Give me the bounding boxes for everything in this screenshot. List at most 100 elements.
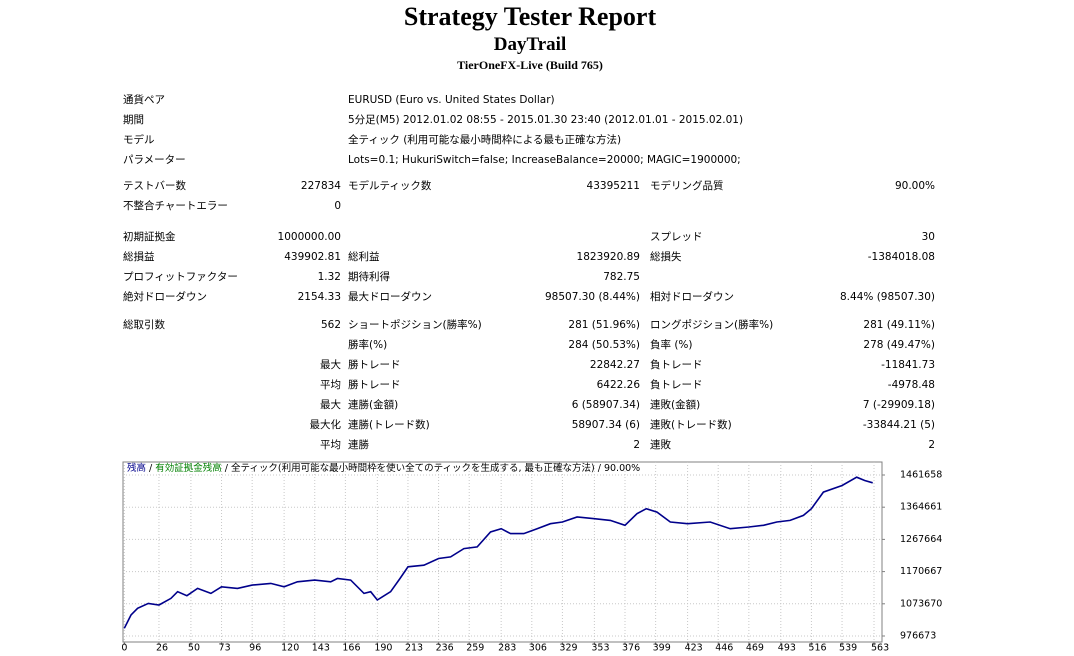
stat-label: 初期証拠金: [123, 231, 176, 243]
info-value: Lots=0.1; HukuriSwitch=false; IncreaseBa…: [348, 154, 741, 166]
stat-label: 総取引数: [123, 319, 165, 331]
stat-label: 負トレード: [650, 379, 703, 391]
stat-value: 284 (50.53%): [568, 339, 640, 351]
stat-label: ロングポジション(勝率%): [650, 319, 774, 331]
x-tick-label: 353: [591, 643, 609, 654]
y-tick-label: 1267664: [900, 534, 942, 545]
stat-value: 2: [928, 439, 935, 451]
stat-label: 絶対ドローダウン: [123, 291, 207, 303]
stat-value: 22842.27: [589, 359, 640, 371]
info-value: 5分足(M5) 2012.01.02 08:55 - 2015.01.30 23…: [348, 114, 744, 126]
x-tick-label: 423: [685, 643, 703, 654]
stat-label: 相対ドローダウン: [650, 291, 734, 303]
x-tick-label: 190: [374, 643, 392, 654]
x-tick-label: 329: [559, 643, 577, 654]
stat-value: 58907.34 (6): [571, 419, 640, 431]
legend-entry: 全ティック(利用可能な最小時間枠を使い全てのティックを生成する, 最も正確な方法…: [231, 462, 595, 474]
stat-label: 最大ドローダウン: [348, 291, 432, 303]
y-tick-label: 1073670: [900, 598, 942, 609]
x-tick-label: 446: [715, 643, 733, 654]
info-value: 全ティック (利用可能な最小時間枠による最も正確な方法): [348, 134, 622, 146]
stat-label: 総損失: [650, 251, 682, 263]
stat-value: 7 (-29909.18): [862, 399, 935, 411]
stat-value: 2: [633, 439, 640, 451]
stat-value: 平均: [320, 439, 341, 451]
stat-value: 562: [320, 319, 341, 331]
stat-value: 98507.30 (8.44%): [545, 291, 640, 303]
stat-value: 90.00%: [894, 180, 935, 192]
stat-label: 勝トレード: [348, 359, 401, 371]
stat-label: 連敗(トレード数): [650, 419, 732, 431]
stat-value: 281 (49.11%): [863, 319, 935, 331]
info-label: モデル: [123, 134, 155, 146]
x-tick-label: 259: [466, 643, 484, 654]
stat-label: 連敗(金額): [650, 399, 701, 411]
legend-entry: 90.00%: [604, 463, 640, 474]
stat-label: 期待利得: [348, 271, 390, 283]
legend-separator: /: [225, 463, 229, 474]
stat-label: ショートポジション(勝率%): [348, 319, 482, 331]
expert-name: DayTrail: [493, 34, 567, 55]
x-tick-label: 376: [622, 643, 640, 654]
stat-label: 負率 (%): [650, 339, 693, 351]
stat-value: -1384018.08: [867, 251, 935, 263]
stat-value: 278 (49.47%): [863, 339, 935, 351]
y-tick-label: 1364661: [900, 502, 942, 513]
stat-value: 6 (58907.34): [571, 399, 640, 411]
stat-label: 連勝: [348, 439, 369, 451]
stat-label: 連勝(金額): [348, 399, 399, 411]
stat-value: 最大: [320, 399, 341, 411]
x-tick-label: 399: [653, 643, 671, 654]
stat-value: 6422.26: [596, 379, 640, 391]
stat-value: 2154.33: [297, 291, 341, 303]
stat-label: 連敗: [650, 439, 671, 451]
stat-label: プロフィットファクター: [123, 271, 238, 283]
stat-label: 総利益: [348, 251, 380, 263]
stat-label: モデルティック数: [348, 180, 432, 192]
stat-value: 1.32: [317, 271, 341, 283]
x-tick-label: 50: [188, 643, 200, 654]
info-label: 通貨ペア: [123, 94, 165, 106]
info-value: EURUSD (Euro vs. United States Dollar): [348, 94, 555, 106]
x-tick-label: 96: [249, 643, 261, 654]
x-tick-label: 563: [871, 643, 889, 654]
y-tick-label: 1170667: [900, 566, 942, 577]
stat-label: テストバー数: [123, 180, 186, 192]
stat-label: モデリング品質: [650, 180, 724, 192]
x-tick-label: 516: [808, 643, 826, 654]
stat-value: 782.75: [603, 271, 640, 283]
stat-value: 227834: [300, 180, 341, 192]
report-title: Strategy Tester Report: [403, 2, 657, 31]
stat-value: 0: [334, 200, 341, 212]
stat-label: 不整合チャートエラー: [123, 200, 228, 212]
legend-separator: /: [149, 463, 153, 474]
balance-line: [123, 476, 873, 629]
stat-label: 勝率(%): [348, 339, 388, 351]
stat-value: -4978.48: [887, 379, 935, 391]
stat-value: -11841.73: [881, 359, 935, 371]
x-tick-label: 26: [156, 643, 168, 654]
stat-label: 勝トレード: [348, 379, 401, 391]
stat-value: 439902.81: [284, 251, 341, 263]
stat-label: 総損益: [123, 251, 155, 263]
y-tick-label: 1461658: [900, 469, 942, 480]
x-tick-label: 493: [778, 643, 796, 654]
stat-value: 1000000.00: [277, 231, 341, 243]
y-tick-label: 976673: [900, 631, 936, 642]
legend-entry: 残高: [127, 462, 146, 474]
stat-value: 平均: [320, 379, 341, 391]
x-tick-label: 0: [121, 643, 127, 654]
legend: 残高 / 有効証拠金残高 / 全ティック(利用可能な最小時間枠を使い全てのティックを生成…: [127, 462, 640, 474]
x-tick-label: 236: [436, 643, 454, 654]
stat-label: 連勝(トレード数): [348, 419, 430, 431]
stat-label: スプレッド: [650, 231, 703, 243]
x-tick-label: 143: [312, 643, 330, 654]
x-tick-label: 166: [342, 643, 360, 654]
stat-value: 最大: [320, 359, 341, 371]
info-label: パラメーター: [123, 154, 186, 166]
x-tick-label: 283: [498, 643, 516, 654]
stat-value: 30: [921, 231, 935, 243]
server-name: TierOneFX-Live (Build 765): [457, 58, 603, 72]
x-tick-label: 73: [219, 643, 231, 654]
